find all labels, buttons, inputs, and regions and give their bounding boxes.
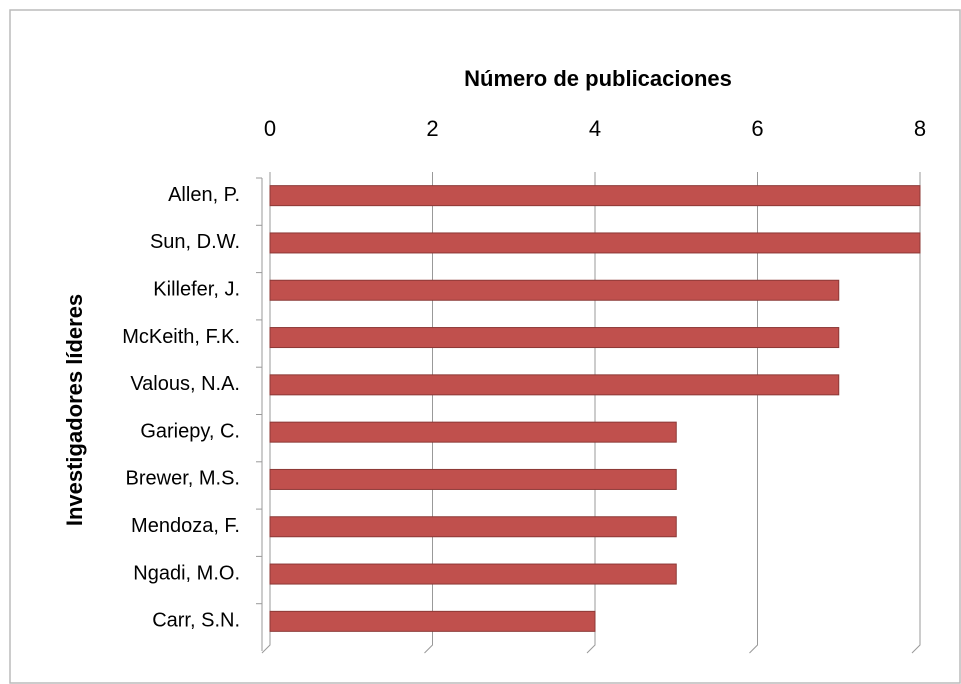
y-tick-label: Brewer, M.S. (126, 468, 240, 490)
x-tick-label: 6 (751, 116, 763, 141)
bar (269, 232, 921, 254)
x-tick-label: 4 (589, 116, 601, 141)
bar (269, 516, 677, 538)
bar (269, 327, 840, 349)
x-tick-label: 2 (426, 116, 438, 141)
y-tick-label: McKeith, F.K. (122, 326, 240, 348)
y-tick-label: Gariepy, C. (140, 420, 240, 442)
y-tick-label: Sun, D.W. (150, 231, 240, 253)
y-tick-label: Ngadi, M.O. (133, 562, 240, 584)
y-tick-label: Allen, P. (168, 184, 240, 206)
bar (269, 610, 596, 632)
bar (269, 279, 840, 301)
y-tick-label: Carr, S.N. (152, 610, 240, 632)
y-axis-title: Investigadores líderes (62, 294, 87, 526)
y-tick-label: Mendoza, F. (131, 515, 240, 537)
bar (269, 563, 677, 585)
chart-title: Número de publicaciones (464, 66, 732, 91)
bar (269, 468, 677, 490)
bar (269, 185, 921, 207)
x-tick-label: 0 (264, 116, 276, 141)
grid-line (911, 172, 921, 654)
y-tick-label: Valous, N.A. (130, 373, 240, 395)
bar (269, 421, 677, 443)
x-tick-label: 8 (914, 116, 926, 141)
bar (269, 374, 840, 396)
y-tick-label: Killefer, J. (153, 279, 240, 301)
